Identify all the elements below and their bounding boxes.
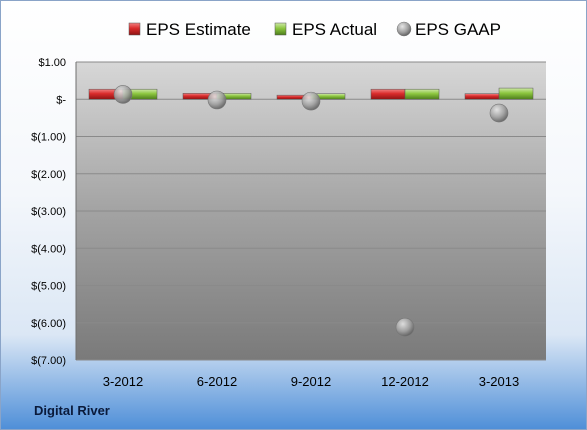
- legend: EPS Estimate EPS Actual EPS GAAP: [128, 20, 501, 39]
- point-eps-gaap: [395, 317, 415, 337]
- y-tick-label: $-: [56, 94, 66, 106]
- legend-swatch-eps-estimate: [128, 22, 141, 36]
- bar-eps-estimate: [464, 93, 500, 100]
- y-tick-label: $1.00: [38, 57, 66, 69]
- y-tick-label: $(2.00): [31, 169, 66, 181]
- y-axis: $1.00 $- $(1.00) $(2.00) $(3.00) $(4.00) $(5.0…: [31, 57, 77, 367]
- gaap-points: [113, 85, 509, 337]
- x-tick-label: 6-2012: [197, 374, 237, 389]
- legend-swatch-eps-gaap: [396, 21, 412, 37]
- y-tick-label: $(3.00): [31, 206, 66, 218]
- x-axis: 3-2012 6-2012 9-2012 12-2012 3-2013: [103, 374, 519, 389]
- y-tick-label: $(6.00): [31, 318, 66, 330]
- point-eps-gaap: [301, 91, 321, 111]
- legend-swatch-eps-actual: [274, 22, 287, 36]
- x-tick-label: 12-2012: [381, 374, 429, 389]
- point-eps-gaap: [489, 103, 509, 123]
- x-tick-label: 9-2012: [291, 374, 331, 389]
- y-tick-label: $(4.00): [31, 243, 66, 255]
- bar-eps-actual: [404, 88, 440, 100]
- y-tick-label: $(7.00): [31, 355, 66, 367]
- bar-eps-actual: [498, 87, 534, 100]
- point-eps-gaap: [207, 90, 227, 110]
- y-tick-label: $(1.00): [31, 132, 66, 144]
- bar-eps-estimate: [370, 88, 406, 100]
- legend-label-eps-actual: EPS Actual: [292, 20, 377, 39]
- bars: [88, 87, 534, 100]
- y-tick-label: $(5.00): [31, 281, 66, 293]
- legend-label-eps-estimate: EPS Estimate: [146, 20, 251, 39]
- company-label: Digital River: [34, 403, 110, 418]
- point-eps-gaap: [113, 85, 133, 104]
- x-tick-label: 3-2013: [479, 374, 519, 389]
- x-tick-label: 3-2012: [103, 374, 143, 389]
- legend-label-eps-gaap: EPS GAAP: [415, 20, 501, 39]
